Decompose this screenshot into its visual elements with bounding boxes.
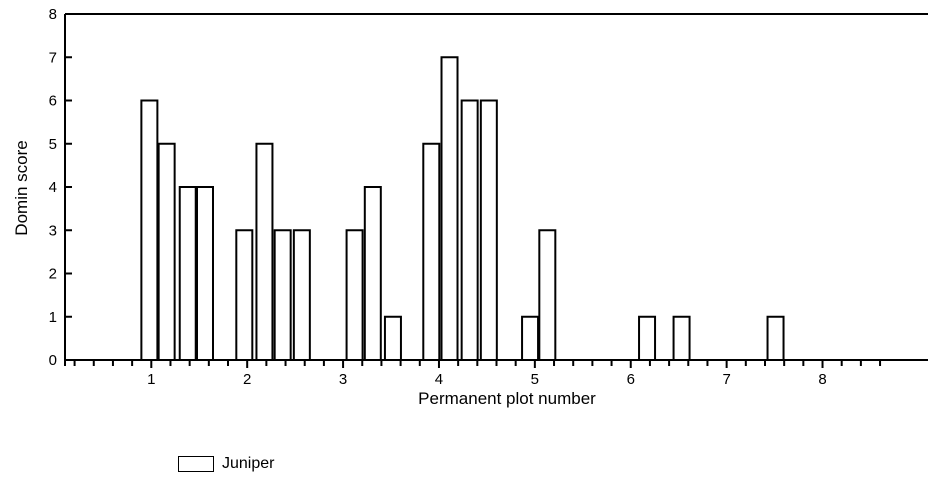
y-tick-label: 7	[49, 49, 57, 66]
x-tick-label: 8	[818, 371, 826, 388]
x-tick-label: 7	[722, 371, 730, 388]
bar-juniper	[235, 229, 254, 361]
bar-juniper	[195, 186, 214, 361]
bar-juniper	[255, 142, 274, 361]
x-tick-label: 4	[435, 371, 443, 388]
bar-juniper	[672, 315, 691, 361]
y-ticks: 0 1 2 3 4 5 6 7 8	[49, 6, 72, 369]
bar-juniper	[638, 315, 657, 361]
y-tick-label: 3	[49, 222, 57, 239]
y-tick-label: 0	[49, 352, 57, 369]
bar-juniper	[383, 315, 402, 361]
bar-juniper	[345, 229, 364, 361]
bar-juniper	[273, 229, 292, 361]
y-tick-label: 1	[49, 309, 57, 326]
y-tick-label: 6	[49, 93, 57, 110]
legend-label-juniper: Juniper	[222, 455, 275, 472]
legend-swatch-juniper	[178, 456, 214, 472]
bar-juniper	[521, 315, 540, 361]
bar-juniper	[538, 229, 557, 361]
y-axis-title: Domin score	[12, 140, 31, 235]
x-tick-label: 3	[339, 371, 347, 388]
bar-juniper	[157, 142, 176, 361]
bar-juniper	[766, 315, 785, 361]
bar-juniper	[292, 229, 311, 361]
bar-juniper	[363, 186, 382, 361]
bar-juniper	[140, 99, 159, 361]
bar-juniper	[460, 99, 479, 361]
bar-juniper	[178, 186, 197, 361]
x-tick-label: 6	[627, 371, 635, 388]
y-tick-label: 5	[49, 136, 57, 153]
x-ticks: 1 2 3 4 5 6 7 8	[73, 360, 882, 388]
bar-juniper	[479, 99, 498, 361]
y-tick-label: 8	[49, 6, 57, 23]
legend: Juniper	[178, 455, 274, 473]
y-tick-label: 4	[49, 179, 57, 196]
bar-juniper	[440, 56, 459, 361]
y-tick-label: 2	[49, 266, 57, 283]
x-tick-label: 1	[147, 371, 155, 388]
x-axis-title: Permanent plot number	[418, 389, 596, 408]
x-tick-label: 2	[243, 371, 251, 388]
x-tick-label: 5	[531, 371, 539, 388]
bars	[140, 56, 785, 361]
bar-juniper	[422, 142, 441, 361]
